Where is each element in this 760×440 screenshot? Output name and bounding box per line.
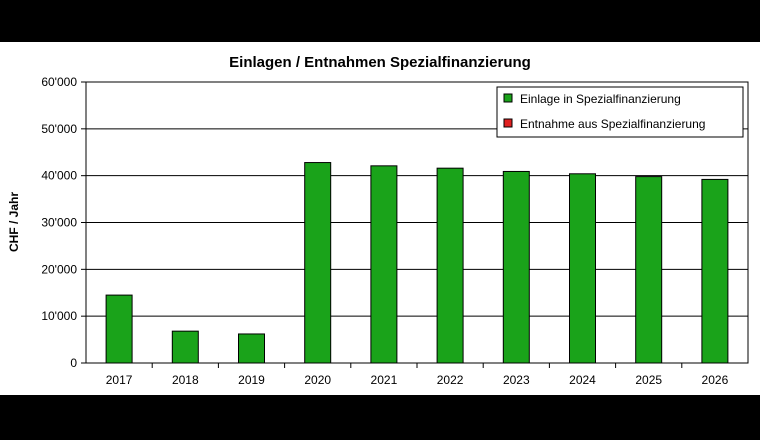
y-tick-label: 30'000 bbox=[41, 216, 77, 230]
y-tick-label: 40'000 bbox=[41, 169, 77, 183]
x-tick-label: 2026 bbox=[702, 373, 729, 387]
x-tick-label: 2022 bbox=[437, 373, 464, 387]
bar-2023 bbox=[502, 170, 530, 364]
bar-2024 bbox=[569, 173, 596, 364]
y-tick-label: 20'000 bbox=[41, 262, 77, 276]
bar-2020 bbox=[304, 162, 332, 364]
x-tick-label: 2025 bbox=[635, 373, 662, 387]
x-tick-label: 2019 bbox=[238, 373, 265, 387]
legend: Einlage in Spezialfinanzierung Entnahme … bbox=[496, 86, 744, 138]
x-tick-label: 2017 bbox=[106, 373, 133, 387]
bar-2022 bbox=[436, 167, 464, 364]
chart-title: Einlagen / Entnahmen Spezialfinanzierung bbox=[229, 54, 531, 71]
bar-2025 bbox=[635, 176, 663, 364]
x-tick-label: 2021 bbox=[371, 373, 398, 387]
bar-2019 bbox=[238, 333, 265, 364]
y-tick-label: 10'000 bbox=[41, 309, 77, 323]
x-tick-label: 2020 bbox=[304, 373, 331, 387]
y-axis-ticks: 0 10'000 20'000 30'000 40'000 50'000 60'000 bbox=[41, 75, 86, 370]
legend-swatch-entnahme bbox=[503, 118, 513, 128]
y-axis-title: CHF / Jahr bbox=[7, 192, 21, 252]
bar-2017 bbox=[105, 294, 133, 364]
bar-2026 bbox=[701, 178, 729, 364]
legend-swatch-einlage bbox=[503, 93, 513, 103]
bar-2021 bbox=[370, 165, 398, 364]
y-tick-label: 0 bbox=[70, 356, 77, 370]
x-tick-label: 2023 bbox=[503, 373, 530, 387]
legend-label-einlage: Einlage in Spezialfinanzierung bbox=[520, 92, 681, 106]
x-tick-label: 2018 bbox=[172, 373, 199, 387]
y-tick-label: 50'000 bbox=[41, 122, 77, 136]
x-tick-label: 2024 bbox=[569, 373, 596, 387]
bars bbox=[105, 162, 729, 364]
x-axis-ticks: 2017 2018 2019 2020 2021 2022 2023 2024 2025 2026 bbox=[106, 363, 729, 387]
legend-box bbox=[496, 86, 744, 138]
chart-panel: Einlagen / Entnahmen Spezialfinanzierung… bbox=[0, 42, 760, 395]
bar-chart: Einlagen / Entnahmen Spezialfinanzierung… bbox=[7, 54, 749, 387]
bar-2018 bbox=[171, 330, 199, 364]
legend-label-entnahme: Entnahme aus Spezialfinanzierung bbox=[520, 117, 705, 131]
y-tick-label: 60'000 bbox=[41, 75, 77, 89]
